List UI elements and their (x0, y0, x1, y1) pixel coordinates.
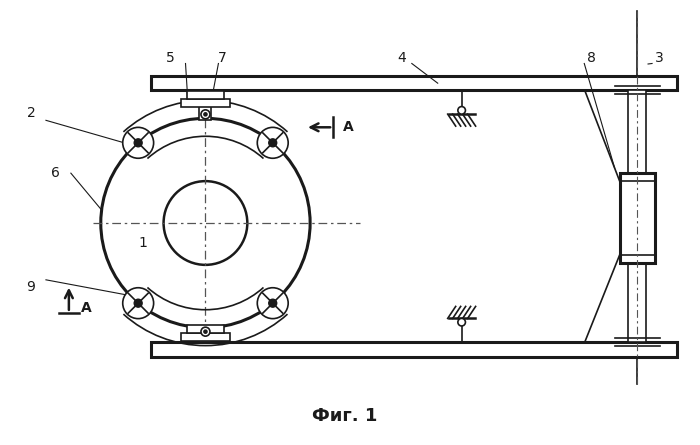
Text: Фиг. 1: Фиг. 1 (312, 407, 378, 425)
Circle shape (458, 319, 466, 326)
Circle shape (458, 106, 466, 114)
Bar (628, 90, 646, 173)
Bar (187, 91, 224, 99)
Text: 6: 6 (52, 166, 60, 180)
Circle shape (134, 139, 142, 147)
Text: А: А (80, 301, 92, 315)
Text: 9: 9 (27, 280, 36, 294)
Circle shape (269, 299, 276, 307)
Text: 3: 3 (654, 51, 664, 65)
Circle shape (122, 288, 153, 319)
Text: 1: 1 (138, 236, 147, 250)
Bar (181, 99, 230, 107)
Circle shape (201, 327, 210, 336)
Text: 7: 7 (218, 51, 227, 65)
Bar (181, 333, 230, 341)
Bar (199, 326, 211, 342)
Text: 4: 4 (398, 51, 406, 65)
Circle shape (258, 127, 288, 158)
Text: А: А (343, 120, 354, 134)
Bar (628, 263, 646, 342)
Circle shape (258, 288, 288, 319)
Circle shape (204, 113, 207, 116)
Circle shape (204, 330, 207, 333)
Text: 5: 5 (166, 51, 175, 65)
Circle shape (101, 118, 310, 328)
Bar (620, 173, 654, 263)
Bar (150, 342, 677, 356)
Circle shape (269, 139, 276, 147)
Text: 8: 8 (587, 51, 596, 65)
Circle shape (134, 299, 142, 307)
Bar (150, 76, 677, 90)
Bar (187, 325, 224, 333)
Bar (199, 90, 211, 120)
Circle shape (201, 110, 210, 119)
Circle shape (122, 127, 153, 158)
Circle shape (164, 181, 247, 265)
Text: 2: 2 (27, 106, 36, 120)
